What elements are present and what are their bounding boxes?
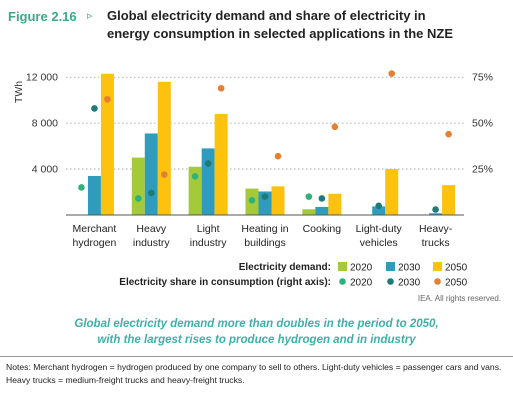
legend-dots-label: Electricity share in consumption (right … (119, 277, 331, 288)
category-label: Cooking (303, 223, 342, 235)
legend-label: 2020 (350, 263, 373, 274)
category-label: Light-duty (356, 223, 403, 235)
category-label: Heating in (241, 223, 288, 235)
legend-label: 2030 (398, 263, 421, 274)
bar (442, 185, 456, 215)
legend-label: 2030 (398, 278, 421, 289)
share-dot (147, 189, 155, 197)
share-dot (248, 197, 256, 204)
share-dot (445, 130, 452, 138)
figure-arrow-icon: ▹ (87, 10, 93, 22)
y2-tick-label: 50% (472, 118, 493, 130)
category-label: hydrogen (73, 237, 117, 249)
share-dot (204, 160, 212, 167)
category-label: industry (190, 237, 228, 249)
legend-dot (387, 278, 394, 285)
share-dot (217, 84, 225, 92)
y2-tick-label: 25% (472, 164, 493, 176)
chart-title-line-2: energy consumption in selected applicati… (107, 26, 454, 41)
y-tick-label: 4 000 (32, 164, 58, 176)
legend-dot (434, 278, 441, 285)
share-dot (191, 173, 199, 180)
y-tick-label: 12 000 (26, 72, 58, 84)
caption-line-1: Global electricity demand more than doub… (74, 318, 439, 330)
legend-bars-label: Electricity demand: (239, 262, 331, 273)
caption: Global electricity demand more than doub… (0, 316, 513, 348)
y-axis-label: TWh (13, 81, 25, 103)
category-label: Light (197, 223, 220, 235)
bar (372, 206, 386, 215)
category-label: trucks (422, 237, 450, 249)
bar (144, 133, 158, 215)
chart-title: Global electricity demand and share of e… (107, 7, 507, 43)
figure-label: Figure 2.16 (8, 9, 77, 24)
y2-tick-label: 75% (472, 72, 493, 84)
credit-text: IEA. All rights reserved. (417, 294, 501, 303)
bar (315, 206, 329, 215)
bar (157, 81, 171, 215)
category-label: Merchant (73, 223, 117, 235)
bar (302, 209, 316, 215)
share-dot (331, 123, 339, 131)
bar (131, 157, 145, 215)
legend-label: 2020 (350, 278, 373, 289)
bar (385, 169, 399, 215)
share-dot (274, 152, 282, 160)
category-label: buildings (244, 237, 285, 249)
bar (87, 175, 101, 215)
legend-dot (339, 278, 346, 285)
share-dot (388, 70, 396, 77)
share-dot (261, 193, 269, 200)
bar (214, 113, 228, 215)
chart: 4 000 8 000 12 000 25% 50% 75% TWh Merchant hydr… (13, 70, 493, 289)
share-dot (318, 195, 326, 202)
legend-swatch (338, 262, 347, 271)
legend-swatch (433, 262, 442, 271)
bar (258, 191, 272, 215)
share-dot (78, 184, 85, 191)
share-dot (104, 95, 111, 103)
legend-label: 2050 (445, 263, 468, 274)
share-dot (375, 202, 383, 210)
caption-line-2: with the largest rises to produce hydrog… (97, 334, 416, 346)
share-dot (305, 193, 313, 200)
category-label: vehicles (360, 237, 398, 249)
notes-divider (0, 356, 513, 357)
category-label: industry (133, 237, 171, 249)
chart-title-line-1: Global electricity demand and share of e… (107, 8, 426, 23)
bar (328, 193, 342, 215)
share-dot (134, 195, 142, 202)
y-tick-label: 8 000 (32, 118, 58, 130)
share-dot (91, 105, 98, 112)
notes-text: Notes: Merchant hydrogen = hydrogen prod… (6, 362, 502, 385)
bar (201, 148, 215, 215)
legend-swatch (386, 262, 395, 271)
bar (100, 73, 114, 216)
bar (429, 213, 443, 215)
bar (188, 166, 202, 215)
legend-label: 2050 (445, 278, 468, 289)
share-dot (432, 206, 439, 213)
bar (271, 186, 285, 215)
share-dot (160, 171, 168, 178)
category-label: Heavy (136, 223, 167, 235)
category-label: Heavy- (419, 223, 453, 235)
